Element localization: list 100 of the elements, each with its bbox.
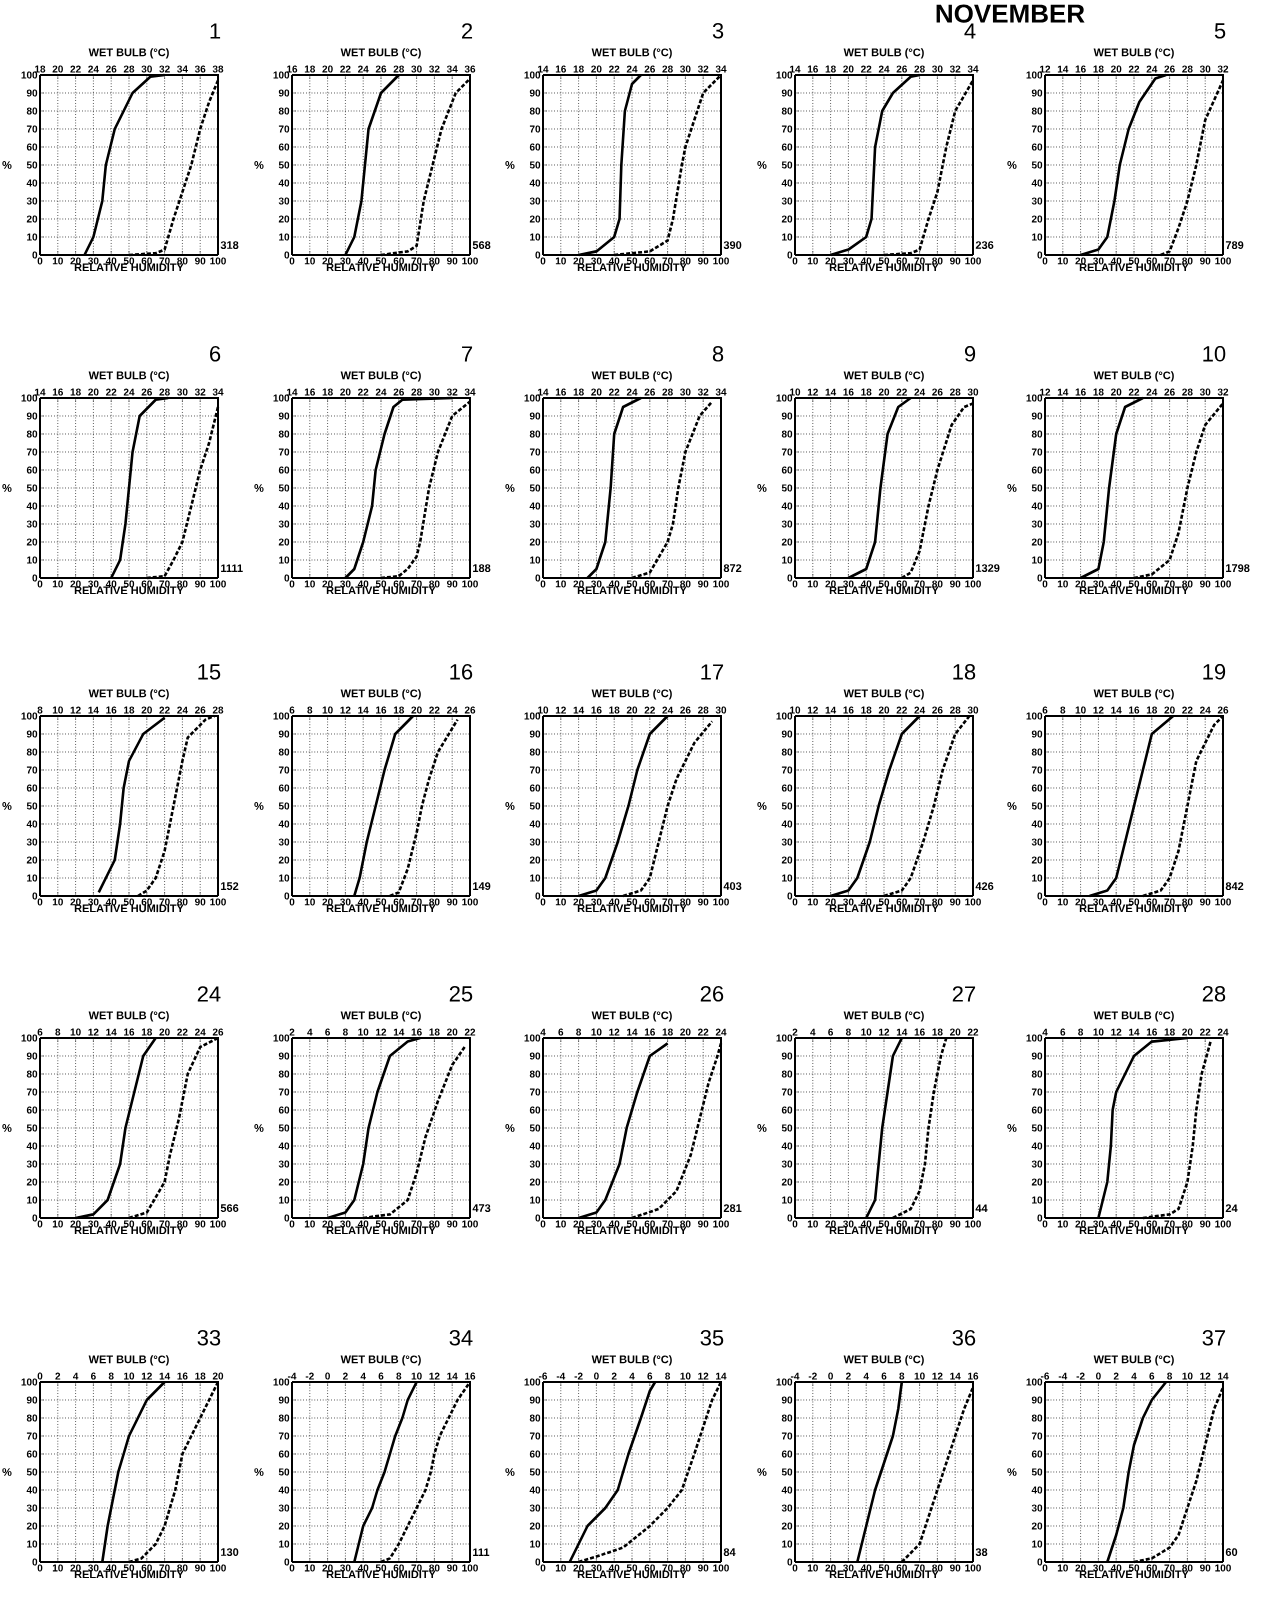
x2-tick-label: 14 [1218, 1372, 1229, 1380]
x-tick-label: 20 [825, 257, 836, 265]
x2-tick-label: 34 [967, 65, 979, 73]
x-tick-label: 80 [1182, 898, 1193, 906]
x2-tick-label: 2 [611, 1372, 617, 1380]
x2-tick-label: 26 [105, 65, 117, 73]
x2-tick-label: 14 [1111, 706, 1122, 714]
x-tick-label: 0 [37, 580, 43, 588]
x2-tick-label: 30 [932, 65, 943, 73]
x-tick-label: 30 [843, 898, 854, 906]
x2-tick-label: 12 [698, 1372, 709, 1380]
x-tick-label: 80 [1182, 580, 1193, 588]
x-tick-label: 80 [680, 1220, 691, 1228]
x-tick-label: 100 [713, 257, 729, 265]
y-tick-label: 90 [529, 1052, 541, 1060]
x-tick-label: 0 [792, 1564, 798, 1572]
y-tick-label: 0 [32, 892, 38, 900]
y-tick-label: 60 [1031, 466, 1043, 474]
x2-axis-title: WET BULB (°C) [591, 689, 672, 700]
y-tick-label: 0 [535, 574, 541, 582]
x2-tick-label: 8 [845, 1028, 851, 1036]
x-tick-label: 60 [896, 580, 907, 588]
y-tick-label: 90 [278, 1396, 290, 1404]
x2-tick-label: 36 [464, 65, 476, 73]
x-tick-label: 30 [843, 257, 854, 265]
y-tick-label: 30 [781, 838, 793, 846]
x-tick-label: 80 [177, 580, 188, 588]
x2-tick-label: 14 [1129, 1028, 1140, 1036]
y-tick-label: 90 [278, 730, 290, 738]
x2-tick-label: 28 [697, 706, 709, 714]
x-tick-label: 10 [304, 580, 315, 588]
y-tick-label: 30 [781, 197, 793, 205]
x2-tick-label: 12 [70, 706, 81, 714]
x2-axis-title: WET BULB (°C) [88, 371, 169, 382]
x2-tick-label: 20 [843, 65, 854, 73]
x-tick-label: 20 [322, 257, 333, 265]
x2-tick-label: 20 [878, 388, 890, 396]
x2-tick-label: 6 [378, 1372, 384, 1380]
y-tick-label: 70 [26, 1432, 38, 1440]
y-tick-label: 30 [278, 520, 290, 528]
x2-tick-label: 24 [177, 706, 188, 714]
x2-axis-title: WET BULB (°C) [591, 371, 672, 382]
chart-title: 15 [198, 664, 221, 680]
x-tick-label: 100 [965, 257, 981, 265]
x2-tick-label: 6 [558, 1028, 564, 1036]
x-tick-label: 70 [1164, 580, 1175, 588]
y-tick-label: 70 [781, 448, 793, 456]
x2-tick-label: 2 [342, 1372, 348, 1380]
y-tick-label: 80 [529, 1414, 541, 1422]
x-axis-title: RELATIVE HUMIDITY [326, 263, 436, 272]
y-tick-label: 60 [278, 143, 290, 151]
x-tick-label: 60 [393, 1220, 404, 1228]
y-tick-label: 50 [26, 484, 38, 492]
x2-tick-label: 16 [1075, 65, 1086, 73]
x2-tick-label: 6 [828, 1028, 834, 1036]
x-tick-label: 20 [825, 1220, 836, 1228]
x-tick-label: 40 [357, 898, 369, 906]
x2-tick-label: 14 [1057, 65, 1069, 73]
x-tick-label: 80 [429, 1220, 440, 1228]
x2-tick-label: 0 [325, 1372, 330, 1380]
y-tick-label: 50 [529, 1468, 541, 1476]
y-tick-label: 60 [781, 466, 793, 474]
y-tick-label: 20 [278, 856, 290, 864]
x2-tick-label: -4 [287, 1372, 297, 1380]
x-tick-label: 0 [289, 257, 295, 265]
x2-tick-label: 8 [55, 1028, 61, 1036]
text: 130 [221, 1548, 239, 1556]
x-tick-label: 40 [357, 257, 369, 265]
y-tick-label: 30 [781, 1504, 793, 1512]
y-tick-label: 50 [529, 802, 541, 810]
x2-tick-label: 12 [807, 706, 818, 714]
y-tick-label: 0 [1037, 1558, 1043, 1566]
x2-tick-label: 32 [194, 388, 206, 396]
x2-tick-label: 20 [1182, 1028, 1193, 1036]
x2-tick-label: 28 [662, 65, 673, 73]
x-tick-label: 10 [1057, 1220, 1068, 1228]
x-tick-label: 100 [1215, 898, 1231, 906]
x2-tick-label: 8 [396, 1372, 402, 1380]
y-tick-label: 0 [787, 574, 793, 582]
x-tick-label: 20 [573, 257, 584, 265]
x2-tick-label: 12 [1200, 1372, 1211, 1380]
x-tick-label: 50 [375, 898, 387, 906]
x-tick-label: 90 [446, 1564, 458, 1572]
x2-tick-label: -2 [1076, 1372, 1085, 1380]
x2-tick-label: 20 [52, 65, 63, 73]
x-tick-label: 100 [1215, 1564, 1231, 1572]
text: 38 [975, 1548, 988, 1556]
x2-tick-label: 22 [357, 388, 369, 396]
text: 426 [975, 882, 994, 890]
x-tick-label: 90 [949, 257, 961, 265]
x-tick-label: 70 [662, 257, 673, 265]
x2-axis-title: WET BULB (°C) [88, 48, 169, 59]
x-tick-label: 10 [555, 898, 566, 906]
x-tick-label: 80 [429, 257, 440, 265]
x-tick-label: 80 [1182, 257, 1193, 265]
y-axis-title: % [254, 1124, 264, 1132]
y-tick-label: 0 [284, 892, 290, 900]
x-tick-label: 100 [462, 257, 478, 265]
x2-tick-label: 20 [141, 706, 152, 714]
y-tick-label: 40 [278, 502, 290, 510]
